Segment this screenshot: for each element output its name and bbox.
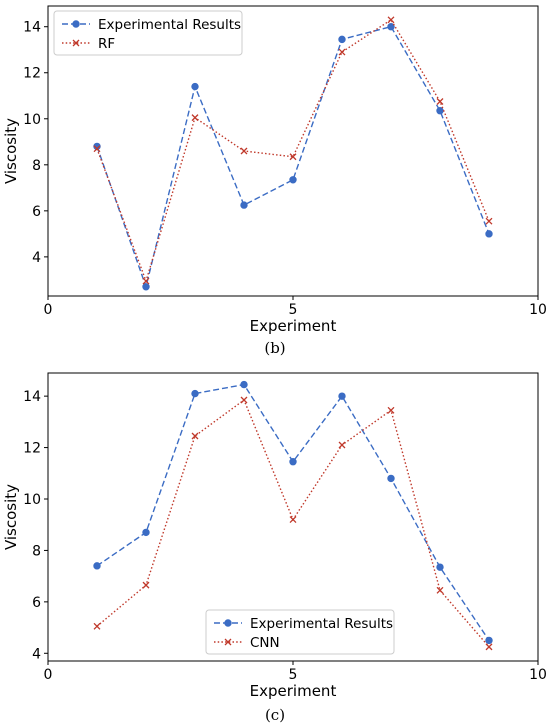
legend-label: Experimental Results: [250, 616, 393, 632]
data-point: [191, 389, 199, 398]
y-tick-label: 12: [23, 441, 41, 457]
data-point: [240, 396, 248, 404]
series-rf: [93, 16, 493, 285]
legend: Experimental Results CNN: [205, 609, 395, 655]
y-tick-label: 6: [32, 204, 41, 220]
y-tick-label: 12: [23, 66, 41, 82]
data-point: [191, 82, 199, 91]
legend-entry: CNN: [214, 635, 280, 651]
y-tick-label: 4: [32, 646, 41, 662]
data-point: [142, 581, 150, 589]
legend-entry: Experimental Results: [214, 616, 393, 632]
chart-c: 0 5 10 4 6 8 10 12 14 Experiment Viscosity Experime…: [2, 372, 547, 700]
data-point: [338, 392, 346, 400]
x-tick-label: 10: [529, 302, 547, 318]
series-line: [96, 18, 490, 284]
data-point: [142, 528, 150, 537]
data-point: [93, 622, 101, 630]
x-axis-label: Experiment: [250, 317, 337, 335]
data-point: [289, 516, 297, 524]
series-experimental-results: [93, 380, 493, 645]
x-axis-label: Experiment: [250, 682, 337, 700]
legend-label: Experimental Results: [98, 17, 241, 33]
data-point: [240, 201, 248, 209]
data-point: [224, 619, 232, 627]
y-tick-label: 14: [23, 389, 41, 405]
data-point: [436, 563, 444, 571]
data-point: [289, 153, 297, 161]
data-point: [338, 35, 346, 44]
y-tick-label: 6: [32, 595, 41, 611]
data-point: [142, 283, 150, 291]
chart-b: 0 5 10 4 6 8 10 12 14 Experiment Viscosity Experime…: [2, 5, 547, 335]
y-tick-label: 8: [32, 158, 41, 174]
data-point: [485, 643, 493, 651]
data-point: [387, 474, 395, 483]
data-point: [485, 636, 493, 645]
data-point: [338, 48, 346, 56]
data-point: [387, 16, 395, 24]
legend-entry: RF: [62, 36, 115, 52]
data-point: [387, 406, 395, 414]
data-point: [93, 562, 101, 570]
caption-b: (b): [264, 339, 286, 357]
y-tick-label: 10: [23, 112, 41, 128]
x-tick-label: 10: [529, 667, 547, 683]
x-tick-label: 0: [44, 667, 53, 683]
data-point: [338, 441, 346, 449]
y-tick-label: 4: [32, 250, 41, 266]
data-point: [289, 458, 297, 466]
legend-box: [53, 10, 243, 56]
legend-box: [205, 609, 395, 655]
data-point: [72, 39, 80, 47]
legend-label: RF: [98, 36, 115, 52]
y-tick-label: 8: [32, 543, 41, 559]
x-tick-label: 5: [289, 667, 298, 683]
legend: Experimental Results RF: [53, 10, 243, 56]
data-point: [436, 98, 444, 105]
data-point: [436, 107, 444, 115]
x-tick-label: 0: [44, 302, 53, 318]
series-line: [96, 25, 490, 290]
data-point: [289, 176, 297, 184]
data-point: [485, 217, 493, 225]
y-tick-label: 10: [23, 492, 41, 508]
y-tick-label: 14: [23, 20, 41, 36]
data-point: [191, 114, 199, 122]
data-point: [485, 230, 493, 238]
data-point: [142, 277, 150, 285]
x-tick-label: 5: [289, 302, 298, 318]
legend-label: CNN: [250, 635, 280, 651]
data-point: [224, 638, 232, 646]
data-point: [240, 380, 248, 389]
data-point: [436, 586, 444, 594]
series-cnn: [93, 396, 493, 651]
y-axis-label: Viscosity: [2, 118, 20, 184]
data-point: [387, 23, 395, 31]
series-line: [96, 383, 490, 641]
data-point: [93, 145, 101, 153]
data-point: [191, 432, 199, 440]
data-point: [240, 147, 248, 155]
y-axis-label: Viscosity: [2, 484, 20, 550]
caption-c: (c): [264, 706, 286, 724]
legend-entry: Experimental Results: [62, 17, 241, 33]
data-point: [72, 20, 80, 28]
